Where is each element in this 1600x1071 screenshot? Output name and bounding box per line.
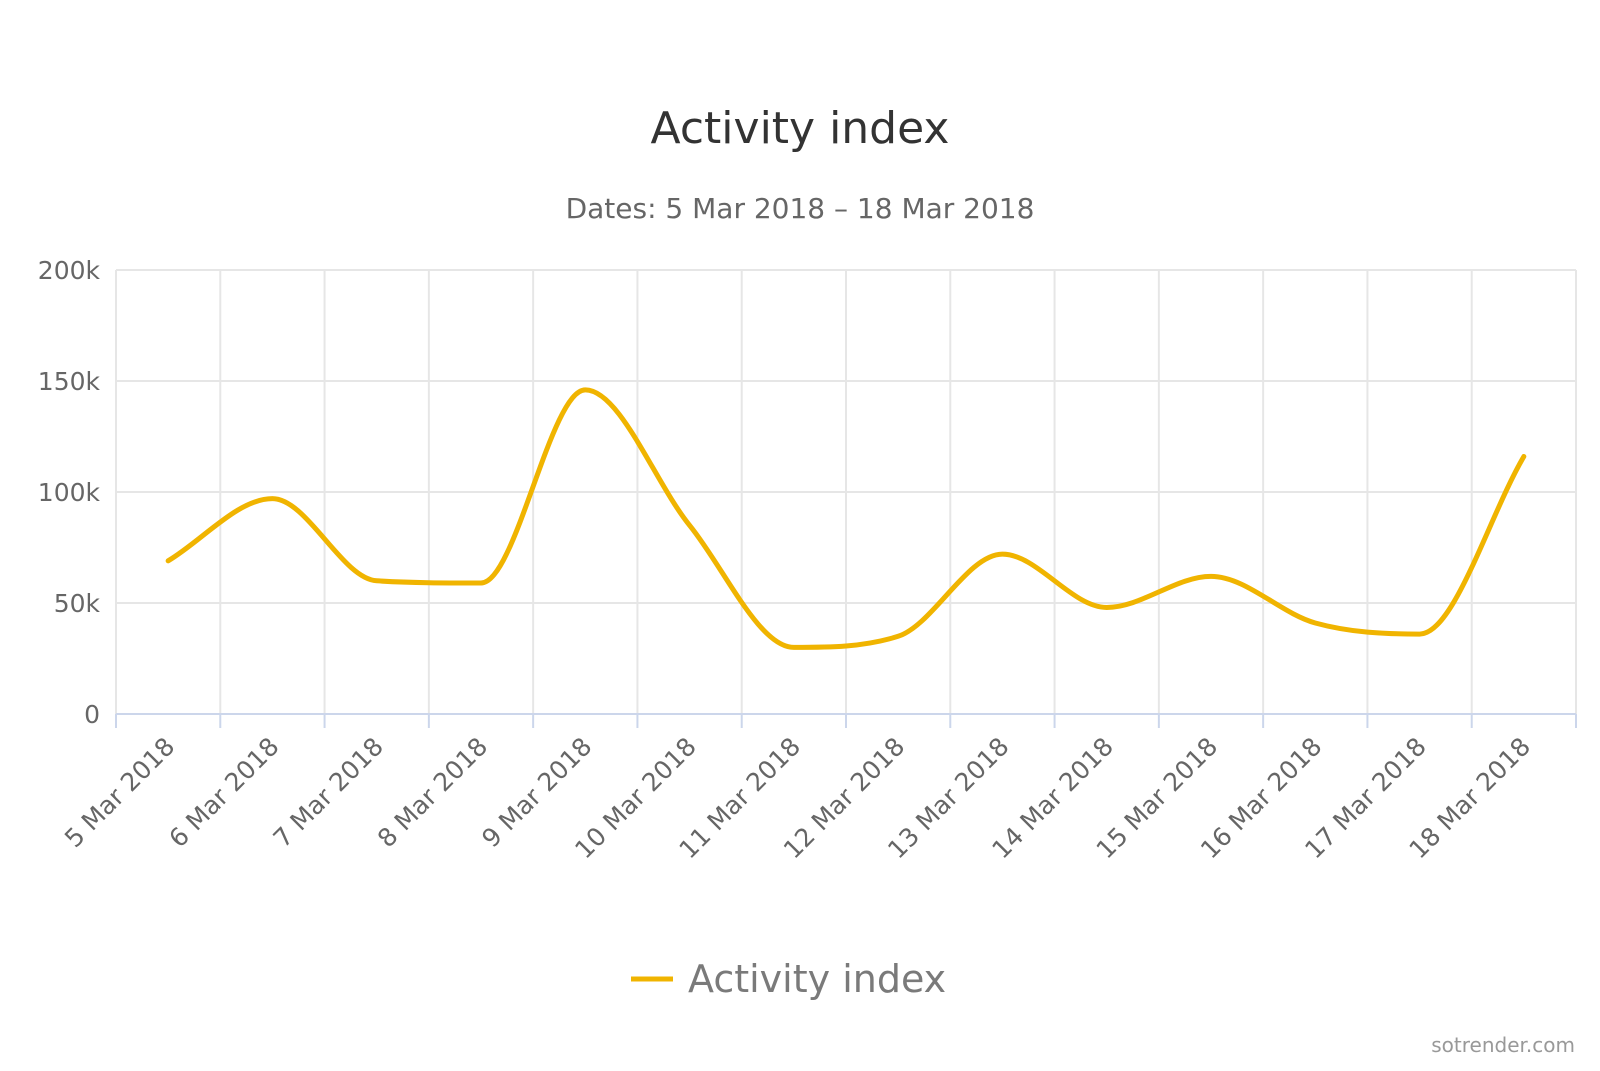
y-tick-label: 150k bbox=[38, 367, 101, 396]
data-point[interactable] bbox=[1417, 631, 1423, 637]
legend-label[interactable]: Activity index bbox=[688, 957, 946, 1001]
x-tick-label: 8 Mar 2018 bbox=[372, 732, 493, 853]
data-point[interactable] bbox=[1521, 453, 1527, 459]
data-point[interactable] bbox=[1104, 604, 1110, 610]
data-point[interactable] bbox=[269, 496, 275, 502]
y-tick-label: 200k bbox=[38, 256, 101, 285]
data-point[interactable] bbox=[999, 551, 1005, 557]
y-tick-label: 100k bbox=[38, 478, 101, 507]
y-tick-label: 50k bbox=[54, 589, 101, 618]
chart-subtitle: Dates: 5 Mar 2018 – 18 Mar 2018 bbox=[566, 192, 1035, 225]
data-point[interactable] bbox=[1312, 620, 1318, 626]
series-line-activity-index[interactable] bbox=[165, 387, 1527, 650]
x-tick-label: 7 Mar 2018 bbox=[268, 732, 389, 853]
chart-title: Activity index bbox=[651, 103, 950, 154]
data-point[interactable] bbox=[374, 578, 380, 584]
grid-layer bbox=[115, 269, 1577, 714]
data-point[interactable] bbox=[165, 558, 171, 564]
x-tick-label: 5 Mar 2018 bbox=[59, 732, 180, 853]
data-point[interactable] bbox=[478, 580, 484, 586]
data-point[interactable] bbox=[895, 633, 901, 639]
data-point[interactable] bbox=[1208, 573, 1214, 579]
credits-link[interactable]: sotrender.com bbox=[1431, 1033, 1575, 1057]
data-point[interactable] bbox=[687, 522, 693, 528]
data-point[interactable] bbox=[791, 644, 797, 650]
series-layer bbox=[165, 387, 1527, 650]
y-tick-label: 0 bbox=[84, 700, 100, 729]
x-tick-label: 6 Mar 2018 bbox=[163, 732, 284, 853]
legend[interactable]: Activity index bbox=[631, 957, 946, 1001]
data-point[interactable] bbox=[582, 387, 588, 393]
